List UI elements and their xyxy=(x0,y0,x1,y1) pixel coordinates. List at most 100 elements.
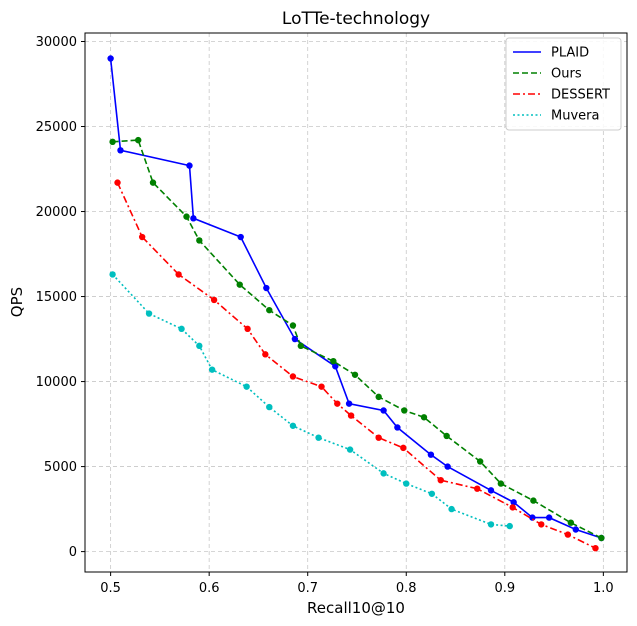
data-point xyxy=(196,342,203,350)
data-point xyxy=(476,458,484,465)
data-point xyxy=(510,499,517,506)
data-point xyxy=(380,407,387,414)
x-tick-label: 0.7 xyxy=(297,581,318,596)
chart-title: LoTTe-technology xyxy=(282,9,430,29)
data-point xyxy=(107,55,114,62)
x-tick-label: 0.8 xyxy=(396,581,417,596)
series-muvera xyxy=(109,271,513,530)
data-point xyxy=(262,351,269,358)
series-layer xyxy=(107,55,605,552)
legend-label-muvera: Muvera xyxy=(551,109,599,124)
data-point xyxy=(236,281,243,288)
x-axis-label: Recall10@10 xyxy=(307,599,405,617)
data-point xyxy=(289,422,297,429)
data-point xyxy=(138,233,146,241)
x-tick-label: 0.6 xyxy=(199,581,220,596)
legend: PLAID Ours DESSERT Muvera xyxy=(505,37,622,131)
data-point xyxy=(448,505,455,513)
legend-label-plaid: PLAID xyxy=(551,46,589,61)
data-point xyxy=(196,237,203,244)
data-point xyxy=(380,470,387,477)
data-point xyxy=(208,366,216,373)
series-line-muvera xyxy=(112,273,510,527)
data-point xyxy=(598,534,605,542)
data-point xyxy=(109,138,116,146)
data-point xyxy=(289,373,297,380)
data-point xyxy=(266,306,273,314)
y-tick-label: 30000 xyxy=(36,35,77,50)
data-point xyxy=(375,393,382,401)
data-point xyxy=(443,432,450,440)
data-point xyxy=(509,504,516,511)
data-point xyxy=(375,434,382,441)
legend-label-dessert: DESSERT xyxy=(551,88,610,103)
data-point xyxy=(175,271,182,278)
data-point xyxy=(149,179,157,186)
x-tick-label: 0.9 xyxy=(494,581,515,596)
y-tick-label: 20000 xyxy=(36,205,77,220)
plot-frame xyxy=(84,32,628,573)
data-point xyxy=(315,434,322,441)
data-point xyxy=(487,521,495,528)
data-point xyxy=(401,407,408,414)
data-point xyxy=(506,522,513,530)
data-point xyxy=(572,526,579,533)
series-line-dessert xyxy=(116,182,596,549)
data-point xyxy=(420,414,428,421)
series-line-ours xyxy=(112,139,602,539)
data-point xyxy=(266,403,273,411)
data-point xyxy=(291,335,299,343)
data-point xyxy=(237,233,244,241)
data-point xyxy=(474,485,481,492)
x-tick-label: 1.0 xyxy=(593,581,614,596)
data-point xyxy=(244,325,251,333)
data-point xyxy=(289,322,297,329)
series-ours xyxy=(109,136,605,542)
data-point xyxy=(567,519,575,526)
y-tick-label: 25000 xyxy=(36,120,77,135)
data-point xyxy=(487,487,495,494)
data-point xyxy=(334,400,341,407)
data-point xyxy=(114,179,121,186)
legend-box xyxy=(505,37,622,131)
data-point xyxy=(564,531,572,538)
ticks: 0.5 0.6 0.7 0.8 0.9 1.0 0 5000 10000 15000 20000 25… xyxy=(36,35,614,596)
data-point xyxy=(497,480,505,487)
data-point xyxy=(332,363,339,370)
data-point xyxy=(403,480,410,487)
y-tick-label: 0 xyxy=(69,545,77,560)
data-point xyxy=(243,383,250,390)
data-point xyxy=(263,284,270,292)
y-tick-label: 15000 xyxy=(36,290,77,305)
data-point xyxy=(178,325,185,333)
legend-label-ours: Ours xyxy=(551,67,582,82)
data-point xyxy=(346,446,354,453)
data-point xyxy=(183,213,190,220)
data-point xyxy=(530,497,537,504)
y-tick-label: 5000 xyxy=(44,460,77,475)
data-point xyxy=(545,514,553,521)
data-point xyxy=(210,296,218,304)
data-point xyxy=(297,342,305,350)
series-dessert xyxy=(114,179,599,552)
y-tick-label: 10000 xyxy=(36,375,77,390)
data-point xyxy=(351,371,359,378)
data-point xyxy=(186,162,193,169)
data-point xyxy=(109,271,116,278)
data-point xyxy=(135,136,142,144)
data-point xyxy=(330,357,337,365)
y-axis-label: QPS xyxy=(8,287,26,317)
data-point xyxy=(394,424,401,431)
data-point xyxy=(145,310,153,317)
data-point xyxy=(427,451,435,458)
data-point xyxy=(400,444,407,452)
data-point xyxy=(444,463,451,470)
data-point xyxy=(190,215,197,222)
data-point xyxy=(117,147,124,154)
data-point xyxy=(318,383,325,390)
x-tick-label: 0.5 xyxy=(100,581,121,596)
data-point xyxy=(347,412,355,419)
data-point xyxy=(437,476,444,484)
data-point xyxy=(428,490,436,497)
